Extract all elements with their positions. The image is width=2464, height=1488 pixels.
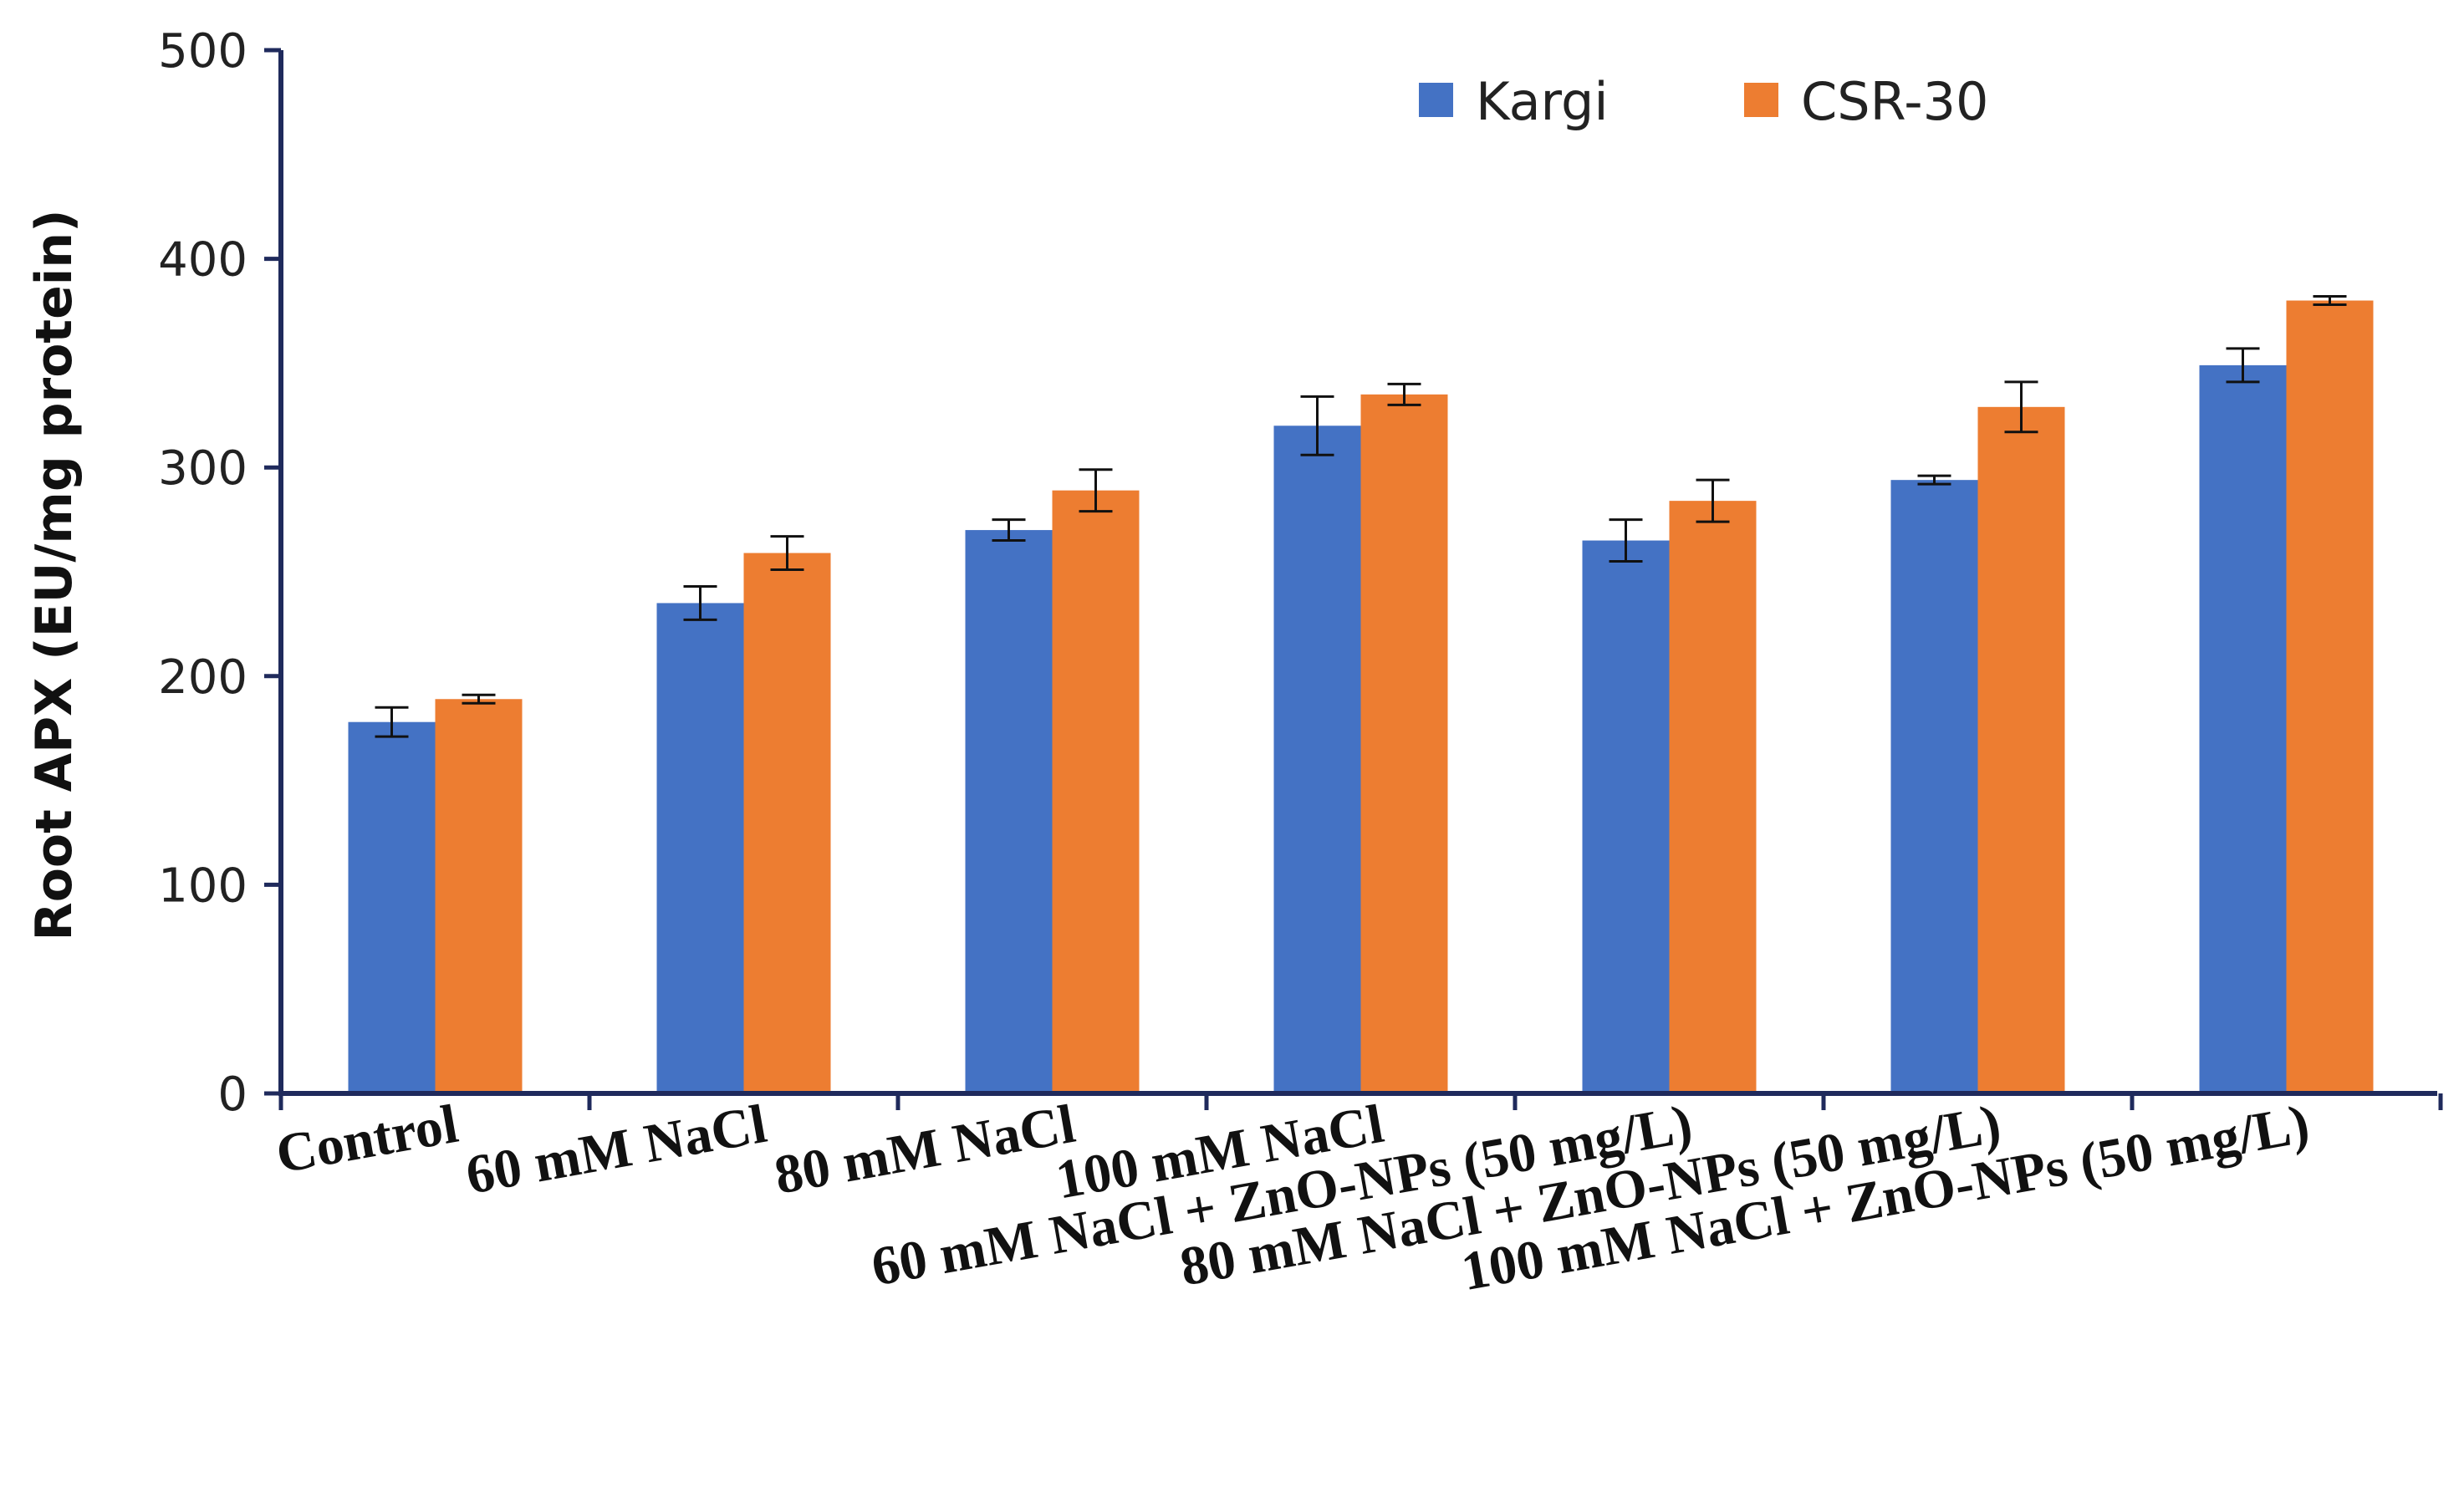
x-category-label-0: Control	[272, 1093, 462, 1185]
y-tick-label-500: 500	[158, 24, 247, 79]
legend-label-csr30: CSR-30	[1801, 71, 1988, 132]
bar-kargi-5	[1890, 480, 1978, 1093]
bar-csr-30-1	[743, 553, 831, 1093]
error-bar-csr-30-3	[1387, 382, 1421, 406]
bars-layer	[348, 300, 2374, 1094]
bar-csr-30-4	[1669, 501, 1757, 1093]
error-bar-kargi-0	[375, 706, 409, 738]
y-tick-label-200: 200	[158, 650, 247, 705]
bar-kargi-2	[965, 530, 1053, 1093]
bar-kargi-6	[2199, 364, 2287, 1093]
bar-kargi-3	[1273, 426, 1361, 1093]
error-bar-csr-30-2	[1079, 468, 1113, 513]
legend-label-kargi: Kargi	[1476, 71, 1609, 132]
error-bar-csr-30-1	[770, 535, 804, 572]
error-bar-csr-30-0	[462, 693, 496, 705]
error-bars-layer	[375, 295, 2347, 738]
bar-csr-30-0	[435, 699, 523, 1093]
legend-swatch-kargi	[1419, 83, 1453, 117]
bar-csr-30-6	[2286, 300, 2374, 1093]
error-bar-kargi-4	[1609, 518, 1643, 563]
bar-csr-30-3	[1360, 394, 1448, 1094]
bar-kargi-0	[348, 721, 436, 1093]
bar-csr-30-2	[1052, 490, 1140, 1093]
error-bar-csr-30-6	[2313, 295, 2347, 307]
bar-kargi-4	[1582, 540, 1670, 1093]
y-tick-labels: 0 100 200 300 400 500	[158, 24, 247, 1122]
legend: Kargi CSR-30	[1419, 71, 1988, 132]
y-tick-label-0: 0	[217, 1068, 247, 1122]
bar-kargi-1	[656, 603, 744, 1093]
y-tick-label-100: 100	[158, 859, 247, 913]
error-bar-kargi-2	[992, 518, 1026, 543]
error-bar-kargi-3	[1300, 395, 1334, 456]
x-category-label-1: 60 mM NaCl	[462, 1093, 771, 1206]
x-category-label-2: 80 mM NaCl	[770, 1093, 1079, 1206]
error-bar-csr-30-4	[1696, 478, 1730, 523]
y-axis-title: Root APX (EU/mg protein)	[25, 209, 84, 940]
y-tick-label-400: 400	[158, 233, 247, 288]
error-bar-csr-30-5	[2004, 380, 2038, 434]
bar-csr-30-5	[1977, 406, 2065, 1093]
error-bar-kargi-6	[2226, 347, 2260, 384]
y-tick-label-300: 300	[158, 441, 247, 496]
error-bar-kargi-5	[1917, 474, 1951, 486]
legend-swatch-csr30	[1744, 83, 1778, 117]
error-bar-kargi-1	[683, 584, 717, 621]
axes-layer	[264, 48, 2443, 1110]
